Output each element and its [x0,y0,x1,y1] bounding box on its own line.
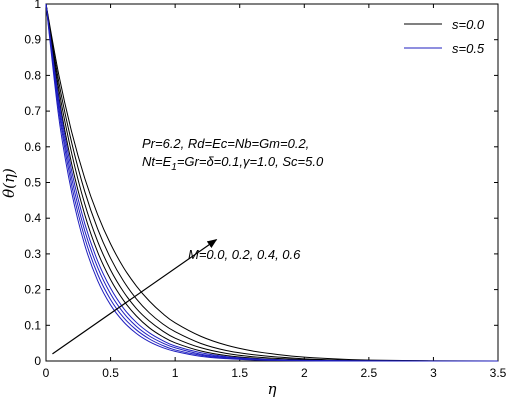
series-line-s0-m06 [45,3,499,362]
y-tick-label: 0.3 [24,247,41,261]
x-tick-label: 0 [43,366,50,380]
arrow-annotation [52,239,218,355]
x-tick-label: 2 [301,366,308,380]
y-tick-label: 0.5 [24,176,41,190]
arrow-label: M=0.0, 0.2, 0.4, 0.6 [188,247,301,262]
series-line-s0-m04 [45,3,499,362]
series-line-s05-m06 [45,3,499,362]
x-tick-label: 0.5 [102,366,119,380]
legend-label-s05: s=0.5 [452,41,485,56]
legend-box [398,12,492,64]
x-tick-label: 3.5 [490,366,507,380]
x-axis-label: η [268,380,277,398]
legend-label-s0: s=0.0 [452,17,485,32]
params-line2-a: Nt=E [142,154,172,169]
y-tick-label: 0.7 [24,104,41,118]
params-annotation-line2: Nt=E1=Gr=δ=0.1,γ=1.0, Sc=5.0 [142,154,324,173]
params-line2-b: =Gr=δ=0.1,γ=1.0, Sc=5.0 [177,154,324,169]
y-tick-label: 0.8 [24,68,41,82]
y-tick-label: 0.6 [24,140,41,154]
y-tick-label: 0.2 [24,283,41,297]
y-tick-label: 0.4 [24,211,41,225]
y-tick-label: 0.9 [24,33,41,47]
y-tick-label: 1 [34,0,41,11]
x-tick-label: 1 [172,366,179,380]
y-axis-label: θ(η) [0,168,18,198]
y-tick-label: 0 [34,354,41,368]
y-tick-label: 0.1 [24,318,41,332]
x-tick-label: 1.5 [231,366,248,380]
params-annotation-line1: Pr=6.2, Rd=Ec=Nb=Gm=0.2, [142,136,309,151]
legend: s=0.0 s=0.5 [398,12,492,64]
x-tick-label: 2.5 [361,366,378,380]
x-tick-labels: 0 0.5 1 1.5 2 2.5 3 3.5 [43,366,507,380]
params-line2-sub: 1 [171,162,177,173]
series-layer [45,3,499,362]
y-tick-labels: 0 0.1 0.2 0.3 0.4 0.5 0.6 0.7 0.8 0.9 1 [24,0,41,368]
x-tick-label: 3 [430,366,437,380]
